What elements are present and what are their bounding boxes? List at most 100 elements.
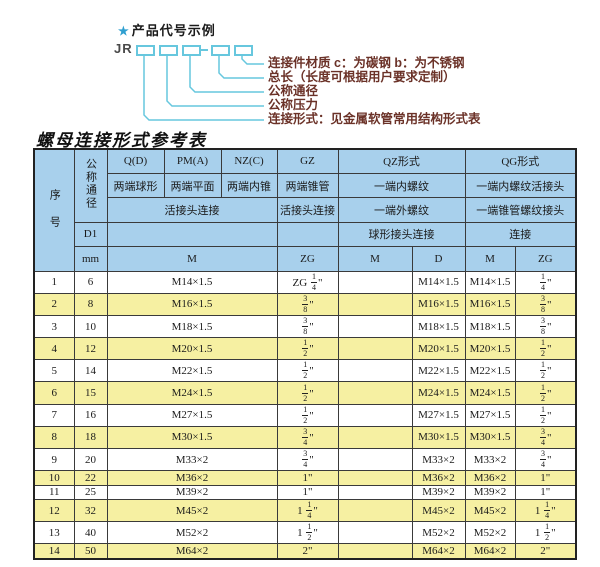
table-row: 8 18 M30×1.5 3 4 " M30×1.5 M30×1.5 3 4 "	[33, 425, 577, 450]
cell-qg-zg: 1 4 "	[514, 270, 577, 294]
cell-qg-zg: 1 2 "	[514, 359, 577, 383]
header-d1: D1	[73, 221, 108, 248]
cell-qg-m: M27×1.5	[464, 403, 516, 427]
cell-gz-size: ZG 1 4 "	[276, 270, 339, 294]
cell-serial: 9	[33, 448, 75, 472]
label-material: 连接件材质 c：为碳钢 b：为不锈钢	[268, 56, 465, 70]
table-row: 12 32 M45×2 1 1 4 " M45×2 M45×2 1 1 4 "	[33, 499, 577, 523]
cell-qg-zg: 1"	[514, 484, 577, 501]
cell-qz-m	[337, 425, 413, 450]
connector-lines	[143, 54, 264, 121]
cell-serial: 14	[33, 543, 75, 560]
cell-qg-m: M30×1.5	[464, 425, 516, 450]
label-diameter: 公称通径	[268, 84, 319, 98]
cell-diameter-mm: 40	[73, 521, 108, 545]
cell-serial: 11	[33, 484, 75, 501]
cell-diameter-mm: 12	[73, 337, 108, 361]
cell-diameter-mm: 16	[73, 403, 108, 427]
cell-qz-d: M45×2	[411, 499, 466, 523]
cell-qz-m	[337, 484, 413, 501]
cell-qz-d: M39×2	[411, 484, 466, 501]
cell-gz-size: 1 2 "	[276, 337, 339, 361]
cell-serial: 13	[33, 521, 75, 545]
code-box-5	[234, 45, 253, 56]
cell-gz-size: 3 4 "	[276, 448, 339, 472]
cell-qz-d: M20×1.5	[411, 337, 466, 361]
header-union-gz: 活接头连接	[276, 197, 339, 223]
cell-qz-m	[337, 499, 413, 523]
cell-qg-zg: 1 2 "	[514, 337, 577, 361]
cell-diameter-mm: 22	[73, 470, 108, 486]
cell-qg-zg: 3 8 "	[514, 292, 577, 316]
cell-serial: 3	[33, 314, 75, 339]
cell-qz-m	[337, 381, 413, 405]
cell-qg-m: M14×1.5	[464, 270, 516, 294]
header-qz-row3: 一端外螺纹	[337, 197, 466, 223]
cell-qg-zg: 1 1 4 "	[514, 499, 577, 523]
header-nz-type: 两端内锥	[220, 172, 278, 199]
label-pressure: 公称压力	[268, 98, 319, 112]
diagram-title: ★ 产品代号示例	[118, 20, 216, 39]
cell-gz-size: 1 2 "	[276, 359, 339, 383]
header-qg-row3: 一端锥管螺纹接头	[464, 197, 577, 223]
header-m-label: M	[106, 246, 278, 272]
cell-serial: 2	[33, 292, 75, 316]
header-gz-type: 两端锥管	[276, 172, 339, 199]
cell-m-thread: M16×1.5	[106, 292, 278, 316]
cell-qg-zg: 1 2 "	[514, 381, 577, 405]
cell-m-thread: M27×1.5	[106, 403, 278, 427]
cell-qz-d: M16×1.5	[411, 292, 466, 316]
cell-gz-size: 2"	[276, 543, 339, 560]
cell-serial: 4	[33, 337, 75, 361]
star-icon: ★	[118, 24, 130, 38]
cell-qg-zg: 1 1 2 "	[514, 521, 577, 545]
cell-qz-m	[337, 292, 413, 316]
cell-diameter-mm: 14	[73, 359, 108, 383]
header-union-m: 活接头连接	[106, 197, 278, 223]
header-d1-blank-gz	[276, 221, 339, 248]
cell-diameter-mm: 8	[73, 292, 108, 316]
cell-qz-d: M27×1.5	[411, 403, 466, 427]
code-box-4	[211, 45, 230, 56]
cell-diameter-mm: 6	[73, 270, 108, 294]
cell-qz-m	[337, 314, 413, 339]
cell-gz-size: 3 8 "	[276, 314, 339, 339]
header-diameter: 公称通径	[73, 148, 108, 223]
cell-qz-m	[337, 270, 413, 294]
cell-m-thread: M22×1.5	[106, 359, 278, 383]
cell-qg-zg: 3 4 "	[514, 448, 577, 472]
diagram-title-text: 产品代号示例	[131, 23, 216, 38]
cell-gz-size: 1 1 4 "	[276, 499, 339, 523]
header-qz-row4: 球形接头连接	[337, 221, 466, 248]
table-row: 11 25 M39×2 1" M39×2 M39×2 1"	[33, 484, 577, 501]
label-length: 总长（长度可根据用户要求定制）	[268, 70, 456, 84]
cell-qz-d: M14×1.5	[411, 270, 466, 294]
cell-serial: 7	[33, 403, 75, 427]
cell-m-thread: M36×2	[106, 470, 278, 486]
cell-diameter-mm: 25	[73, 484, 108, 501]
cell-qz-d: M52×2	[411, 521, 466, 545]
cell-m-thread: M30×1.5	[106, 425, 278, 450]
nut-connection-table: 序号 公称通径 Q(D) PM(A) NZ(C) GZ QZ形式 QG形式 两端…	[33, 148, 578, 560]
cell-qg-m: M52×2	[464, 521, 516, 545]
cell-qg-m: M64×2	[464, 543, 516, 560]
cell-gz-size: 3 4 "	[276, 425, 339, 450]
header-qz-row2: 一端内螺纹	[337, 172, 466, 199]
cell-qg-zg: 1 2 "	[514, 403, 577, 427]
code-dash	[199, 49, 208, 51]
cell-qg-zg: 2"	[514, 543, 577, 560]
header-qz-d-label: D	[411, 246, 466, 272]
header-gz-code: GZ	[276, 148, 339, 174]
cell-qg-m: M16×1.5	[464, 292, 516, 316]
header-qg-zg-label: ZG	[514, 246, 577, 272]
table-title: 螺母连接形式参考表	[36, 131, 207, 150]
cell-qg-zg: 3 4 "	[514, 425, 577, 450]
cell-m-thread: M52×2	[106, 521, 278, 545]
cell-m-thread: M20×1.5	[106, 337, 278, 361]
cell-m-thread: M24×1.5	[106, 381, 278, 405]
header-zg-label: ZG	[276, 246, 339, 272]
header-d1-blank-m	[106, 221, 278, 248]
cell-qz-d: M33×2	[411, 448, 466, 472]
cell-qg-m: M33×2	[464, 448, 516, 472]
